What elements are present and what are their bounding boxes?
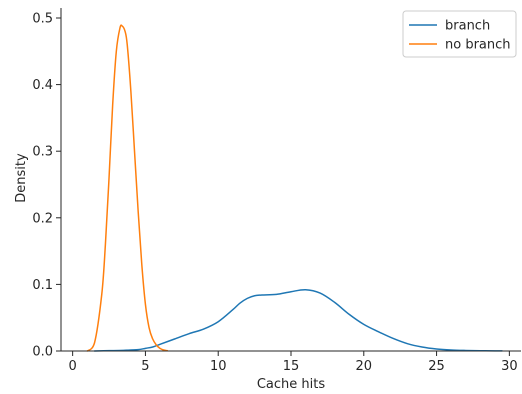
- legend-label-branch: branch: [445, 19, 490, 34]
- y-tick-label: 0.5: [32, 11, 53, 26]
- legend-label-no-branch: no branch: [445, 38, 511, 53]
- y-tick-label: 0.3: [32, 145, 53, 160]
- series-line-branch: [93, 288, 503, 352]
- y-tick-label: 0.0: [32, 345, 53, 360]
- series-line-no-branch: [86, 24, 169, 352]
- x-tick-label: 30: [501, 359, 518, 374]
- y-axis-label: Density: [14, 153, 29, 203]
- x-tick-label: 5: [141, 359, 149, 374]
- y-tick-label: 0.4: [32, 78, 53, 93]
- axes: 0 5 10 15 20 25 30 0.0 0.1 0.2 0.3 0.4 0.5: [32, 8, 521, 374]
- x-axis-label: Cache hits: [257, 377, 326, 392]
- y-tick-label: 0.2: [32, 211, 53, 226]
- x-tick-label: 10: [210, 359, 227, 374]
- series-lines: [86, 24, 503, 352]
- legend: branch no branch: [402, 10, 517, 58]
- y-tick-label: 0.1: [32, 278, 53, 293]
- x-tick-label: 15: [283, 359, 300, 374]
- x-tick-label: 25: [428, 359, 445, 374]
- legend-box: [402, 10, 517, 58]
- x-tick-label: 0: [69, 359, 77, 374]
- x-tick-label: 20: [356, 359, 373, 374]
